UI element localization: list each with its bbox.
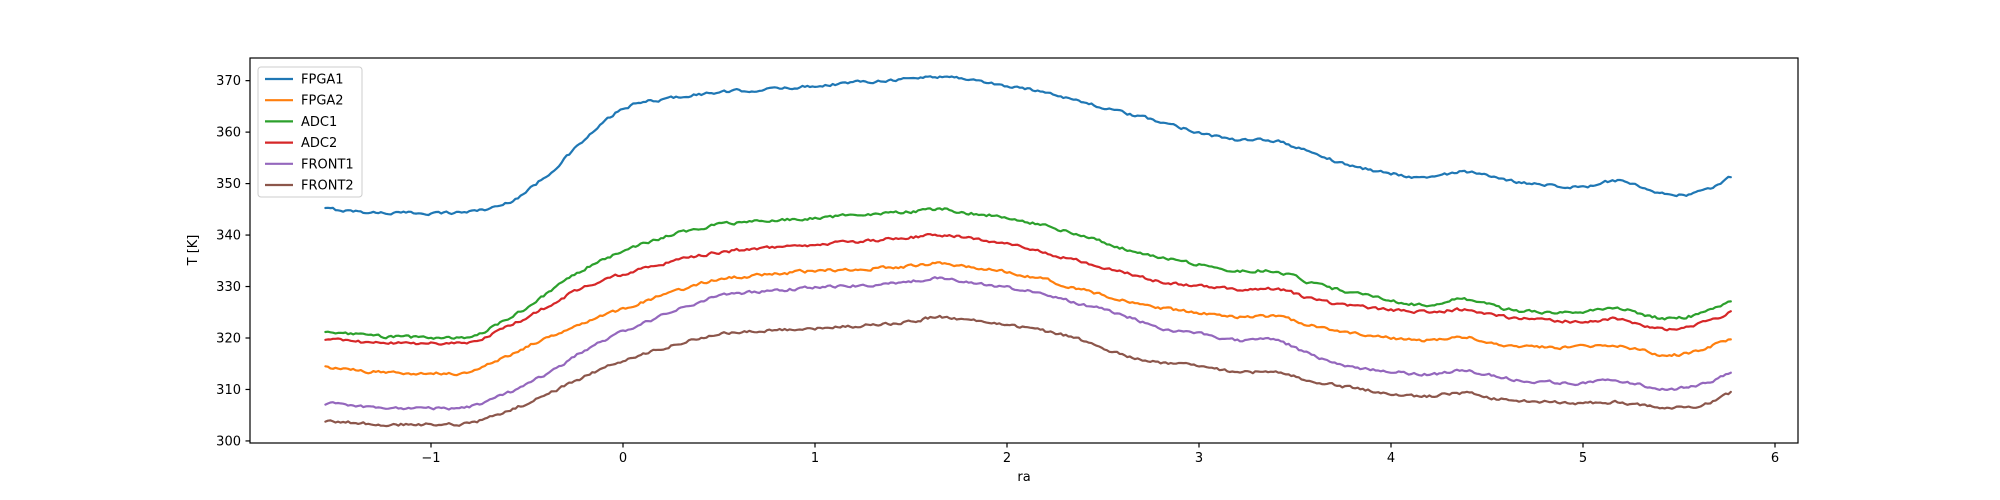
legend-label: FPGA2 [301, 94, 344, 109]
y-tick-label: 300 [216, 434, 241, 449]
y-tick-label: 330 [216, 280, 241, 295]
y-tick-label: 360 [216, 126, 241, 141]
y-tick-label: 370 [216, 74, 241, 89]
x-axis: −1 0 1 2 3 4 5 6 [421, 443, 1779, 466]
series-FRONT1 [324, 276, 1732, 411]
x-tick-label: 2 [1003, 451, 1011, 466]
series-FPGA2 [324, 261, 1732, 377]
legend-label: FRONT2 [301, 179, 354, 194]
legend: FPGA1 FPGA2 ADC1 ADC2 FRONT1 FRONT2 [257, 66, 363, 198]
legend-item-FPGA2: FPGA2 [265, 94, 344, 109]
x-axis-label: ra [1017, 470, 1030, 485]
y-axis-label: T [K] [186, 235, 201, 267]
y-tick-label: 320 [216, 332, 241, 347]
series-ADC2 [324, 233, 1732, 346]
series-ADC1 [324, 207, 1732, 340]
legend-item-ADC1: ADC1 [265, 115, 337, 130]
x-tick-label: 3 [1195, 451, 1203, 466]
y-axis: 300 310 320 330 340 350 360 370 [216, 74, 250, 449]
legend-label: ADC2 [301, 136, 337, 151]
y-tick-label: 350 [216, 177, 241, 192]
legend-item-FRONT1: FRONT1 [265, 157, 354, 172]
legend-item-FPGA1: FPGA1 [265, 73, 344, 88]
legend-item-FRONT2: FRONT2 [265, 179, 354, 194]
axes-spines [249, 57, 1799, 444]
y-tick-label: 340 [216, 229, 241, 244]
x-tick-label: −1 [421, 451, 440, 466]
x-tick-label: 5 [1579, 451, 1587, 466]
x-tick-label: 0 [619, 451, 627, 466]
legend-label: FPGA1 [301, 73, 344, 88]
x-tick-label: 6 [1771, 451, 1779, 466]
x-tick-label: 4 [1387, 451, 1395, 466]
y-tick-label: 310 [216, 383, 241, 398]
legend-item-ADC2: ADC2 [265, 136, 337, 151]
x-tick-label: 1 [811, 451, 819, 466]
series-FPGA1 [324, 75, 1732, 217]
legend-label: ADC1 [301, 115, 337, 130]
series-FRONT2 [324, 314, 1732, 428]
series-group [324, 75, 1732, 428]
legend-label: FRONT1 [301, 157, 354, 172]
